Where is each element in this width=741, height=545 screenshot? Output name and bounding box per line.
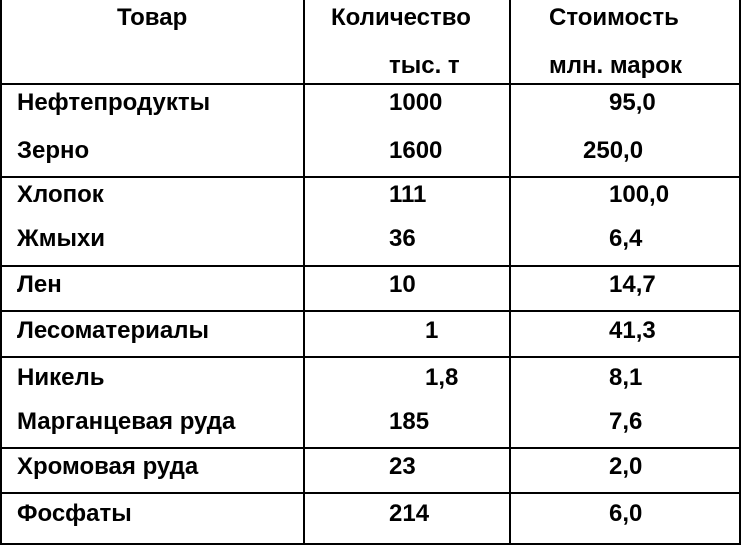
row-quantity: 23 bbox=[389, 453, 416, 480]
row-cost: 6,0 bbox=[609, 500, 643, 527]
table-border-right bbox=[739, 0, 741, 545]
row-name: Жмыхи bbox=[17, 225, 106, 252]
row-quantity: 1600 bbox=[389, 137, 443, 164]
header-quantity-line2: тыс. т bbox=[389, 52, 460, 79]
row-quantity: 1,8 bbox=[425, 364, 459, 391]
row-quantity: 185 bbox=[389, 408, 430, 435]
column-divider-1 bbox=[303, 0, 305, 545]
column-divider-2 bbox=[509, 0, 511, 545]
row-name: Нефтепродукты bbox=[17, 89, 211, 116]
table-border-left bbox=[0, 0, 2, 545]
row-name: Лесоматериалы bbox=[17, 317, 209, 344]
row-divider bbox=[0, 310, 741, 312]
row-quantity: 1000 bbox=[389, 89, 443, 116]
row-name: Фосфаты bbox=[17, 500, 132, 527]
row-cost: 14,7 bbox=[609, 271, 656, 298]
row-quantity: 214 bbox=[389, 500, 430, 527]
row-quantity: 111 bbox=[389, 181, 427, 208]
row-cost: 6,4 bbox=[609, 225, 643, 252]
row-name: Хромовая руда bbox=[17, 453, 199, 480]
row-divider bbox=[0, 265, 741, 267]
row-name: Хлопок bbox=[17, 181, 104, 208]
header-cost-line1: Стоимость bbox=[549, 4, 679, 31]
row-name: Никель bbox=[17, 364, 105, 391]
row-cost: 2,0 bbox=[609, 453, 643, 480]
header-bottom-border bbox=[0, 83, 741, 85]
row-name: Лен bbox=[17, 271, 62, 298]
row-cost: 95,0 bbox=[609, 89, 656, 116]
row-cost: 41,3 bbox=[609, 317, 656, 344]
row-cost: 250,0 bbox=[583, 137, 644, 164]
row-cost: 8,1 bbox=[609, 364, 643, 391]
row-name: Зерно bbox=[17, 137, 90, 164]
row-divider bbox=[0, 176, 741, 178]
header-cost-line2: млн. марок bbox=[549, 52, 682, 79]
row-quantity: 10 bbox=[389, 271, 416, 298]
header-product: Товар bbox=[117, 4, 188, 31]
row-divider bbox=[0, 447, 741, 449]
row-quantity: 36 bbox=[389, 225, 416, 252]
row-divider bbox=[0, 492, 741, 494]
header-quantity-line1: Количество bbox=[331, 4, 471, 31]
table-bottom-border bbox=[0, 543, 741, 545]
row-quantity: 1 bbox=[425, 317, 439, 344]
row-name: Марганцевая руда bbox=[17, 408, 236, 435]
row-cost: 100,0 bbox=[609, 181, 670, 208]
row-cost: 7,6 bbox=[609, 408, 643, 435]
row-divider bbox=[0, 356, 741, 358]
